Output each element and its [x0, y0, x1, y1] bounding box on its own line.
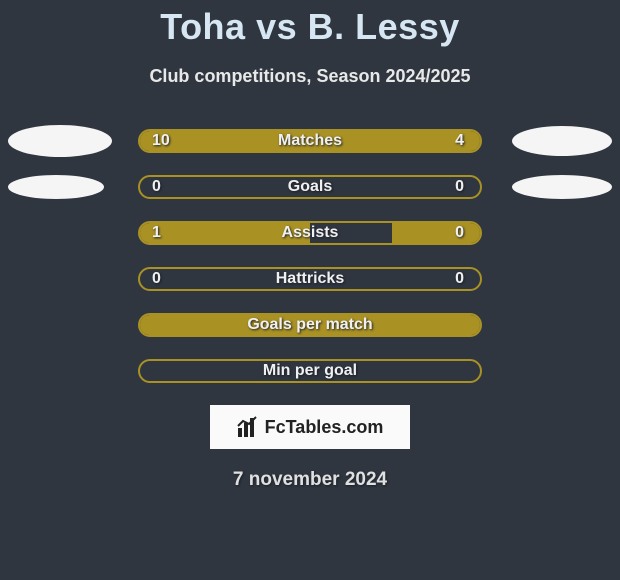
left-fill	[140, 223, 310, 243]
stat-row: Goals per match	[0, 313, 620, 337]
brand-text: FcTables.com	[265, 417, 384, 438]
stat-row: Min per goal	[0, 359, 620, 383]
left-value: 0	[152, 177, 161, 197]
chart-icon	[237, 416, 261, 438]
right-value: 0	[455, 177, 464, 197]
chart-date: 7 november 2024	[0, 469, 620, 491]
stat-bar: 0 0Goals	[138, 175, 482, 199]
stat-row: 10Assists	[0, 221, 620, 245]
left-value: 0	[152, 269, 161, 289]
title-player1: Toha	[160, 6, 245, 47]
player2-avatar	[512, 175, 612, 199]
page-title: Toha vs B. Lessy	[0, 0, 620, 48]
player1-avatar	[8, 125, 112, 157]
title-player2: B. Lessy	[308, 6, 460, 47]
right-fill	[392, 223, 480, 243]
subtitle: Club competitions, Season 2024/2025	[0, 66, 620, 87]
player2-avatar	[512, 126, 612, 156]
stat-rows: 104Matches00Goals10Assists00HattricksGoa…	[0, 129, 620, 383]
stat-bar: 10Assists	[138, 221, 482, 245]
stat-bar: 0 0Hattricks	[138, 267, 482, 291]
stat-row: 104Matches	[0, 129, 620, 153]
stat-label: Hattricks	[140, 269, 480, 289]
player1-avatar	[8, 175, 104, 199]
stat-row: 0 0Hattricks	[0, 267, 620, 291]
stat-bar: Goals per match	[138, 313, 482, 337]
stat-bar: Min per goal	[138, 359, 482, 383]
brand-badge: FcTables.com	[210, 405, 410, 449]
stat-label: Min per goal	[140, 361, 480, 381]
right-fill	[371, 131, 480, 151]
left-fill	[140, 131, 371, 151]
stat-bar: 104Matches	[138, 129, 482, 153]
title-vs: vs	[256, 6, 297, 47]
right-value: 0	[455, 269, 464, 289]
stat-label: Goals	[140, 177, 480, 197]
stat-row: 0 0Goals	[0, 175, 620, 199]
left-fill	[140, 315, 480, 335]
comparison-chart: Toha vs B. Lessy Club competitions, Seas…	[0, 0, 620, 580]
